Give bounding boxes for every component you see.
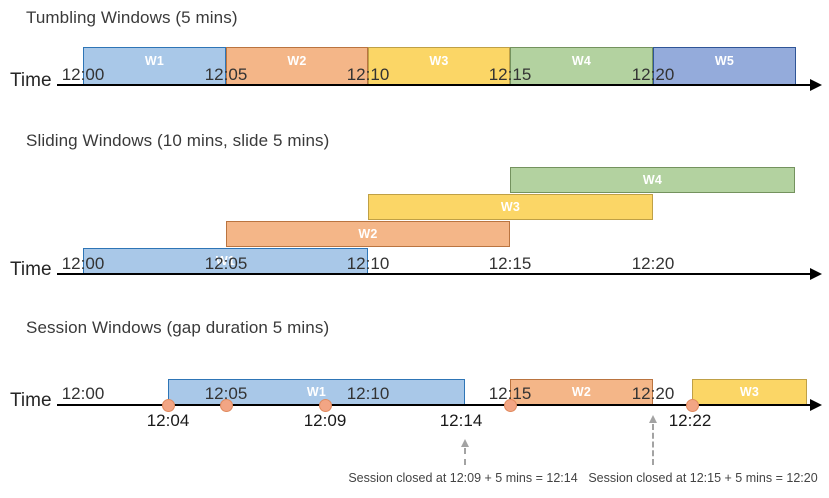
window-label: W2 (571, 385, 592, 399)
sliding-time-axis-label: Time (10, 259, 52, 280)
tumbling-tick-label: 12:05 (204, 65, 248, 84)
event-time-label: 12:09 (303, 411, 347, 430)
arrowhead-up-icon (648, 415, 657, 423)
event-dot-icon (318, 398, 332, 412)
section-title-sliding: Sliding Windows (10 mins, slide 5 mins) (26, 131, 330, 150)
sliding-window-w4: W4 (510, 167, 795, 193)
tumbling-window-w3: W3 (368, 47, 510, 85)
tumbling-window-w5: W5 (653, 47, 796, 85)
tumbling-tick-label: 12:15 (488, 65, 532, 84)
sliding-tick-label: 12:00 (61, 254, 105, 273)
session-tick-label: 12:10 (346, 384, 390, 403)
window-label: W1 (144, 54, 165, 68)
session-time-axis-label: Time (10, 390, 52, 411)
tumbling-tick-label: 12:20 (631, 65, 675, 84)
window-label: W3 (429, 54, 449, 68)
tumbling-tick-label: 12:10 (346, 65, 390, 84)
sliding-window-w2: W2 (226, 221, 510, 247)
tumbling-tick-label: 12:00 (61, 65, 105, 84)
window-label: W3 (739, 385, 760, 399)
window-label: W3 (500, 200, 521, 214)
session-axis-arrowhead-icon (810, 399, 822, 411)
tumbling-axis-arrowhead-icon (810, 79, 822, 91)
window-label: W4 (642, 173, 663, 187)
session-close-annotation: Session closed at 12:15 + 5 mins = 12:20 (588, 471, 818, 485)
window-label: W4 (571, 54, 592, 68)
event-dot-icon (219, 398, 233, 412)
sliding-axis-arrowhead-icon (810, 268, 822, 280)
tumbling-time-axis (57, 84, 812, 86)
event-dot-icon (161, 398, 175, 412)
event-time-label: 12:04 (146, 411, 190, 430)
sliding-tick-label: 12:20 (631, 254, 675, 273)
sliding-window-w1: W1 (83, 248, 368, 274)
session-tick-label: 12:00 (61, 384, 105, 403)
session-window-w1: W1 (168, 379, 465, 405)
section-title-session: Session Windows (gap duration 5 mins) (26, 318, 330, 337)
sliding-window-w3: W3 (368, 194, 653, 220)
session-time-axis (57, 404, 812, 406)
window-label: W2 (358, 227, 378, 241)
session-tick-label: 12:05 (204, 384, 248, 403)
event-time-label: 12:14 (439, 411, 483, 430)
sliding-tick-label: 12:05 (204, 254, 248, 273)
sliding-tick-label: 12:10 (346, 254, 390, 273)
dashed-line (464, 448, 466, 465)
session-window-w3: W3 (692, 379, 807, 405)
arrowhead-up-icon (460, 439, 469, 447)
event-dot-icon (685, 398, 699, 412)
section-title-tumbling: Tumbling Windows (5 mins) (26, 8, 238, 27)
sliding-tick-label: 12:15 (488, 254, 532, 273)
dashed-line (652, 424, 654, 465)
event-dot-icon (503, 398, 517, 412)
session-tick-label: 12:20 (631, 384, 675, 403)
window-label: W5 (714, 54, 735, 68)
window-label: W1 (306, 385, 327, 399)
sliding-time-axis (57, 273, 812, 275)
tumbling-time-axis-label: Time (10, 70, 52, 91)
window-label: W2 (287, 54, 307, 68)
event-time-label: 12:22 (668, 411, 712, 430)
session-close-annotation: Session closed at 12:09 + 5 mins = 12:14 (348, 471, 578, 485)
window-label: W1 (215, 254, 236, 268)
tumbling-window-w1: W1 (83, 47, 226, 85)
session-window-w2: W2 (510, 379, 653, 405)
session-tick-label: 12:15 (488, 384, 532, 403)
